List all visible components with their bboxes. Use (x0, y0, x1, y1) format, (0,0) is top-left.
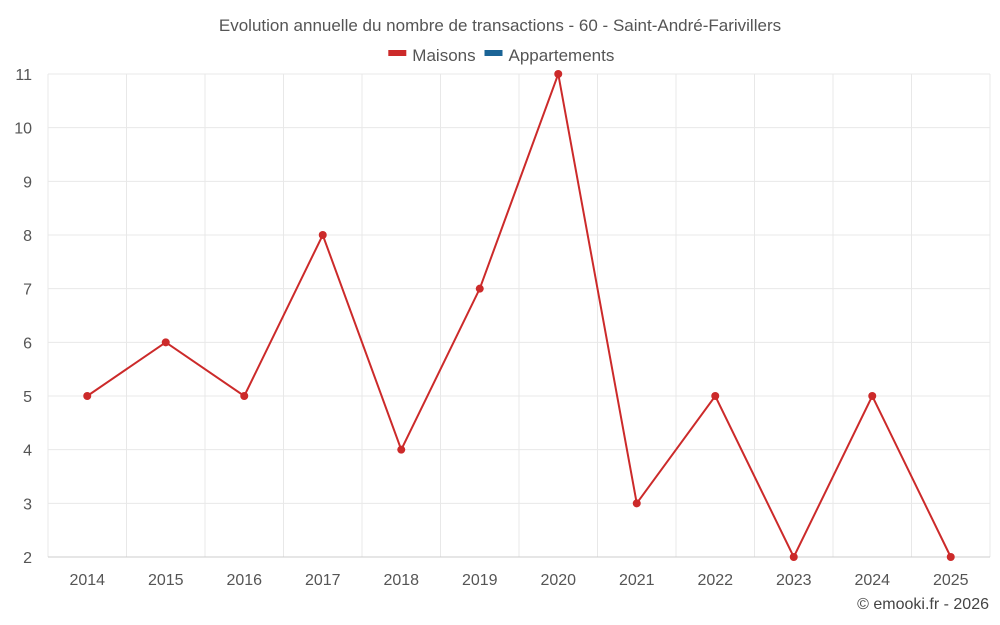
x-tick-label: 2019 (462, 572, 498, 589)
y-tick-label: 2 (23, 550, 32, 567)
x-axis-ticks: 2014 2015 2016 2017 2018 2019 2020 2021 2022 2023… (69, 572, 968, 589)
x-tick-label: 2017 (305, 572, 341, 589)
series-group (83, 70, 955, 561)
x-tick-label: 2014 (69, 572, 105, 589)
y-tick-label: 8 (23, 228, 32, 245)
x-tick-label: 2015 (148, 572, 184, 589)
data-point[interactable] (868, 392, 877, 400)
data-point[interactable] (240, 392, 249, 400)
data-point[interactable] (789, 553, 798, 561)
y-tick-label: 5 (23, 389, 32, 406)
data-point[interactable] (632, 499, 641, 508)
data-point[interactable] (318, 231, 327, 239)
data-point[interactable] (161, 338, 170, 347)
x-tick-label: 2021 (619, 572, 655, 589)
y-tick-label: 11 (15, 67, 32, 84)
x-gridlines (47, 74, 991, 557)
legend-label-appartements[interactable]: Appartements (509, 46, 615, 65)
data-point[interactable] (397, 445, 406, 454)
y-tick-label: 9 (23, 174, 32, 191)
legend-swatch-maisons (388, 50, 407, 56)
x-tick-label: 2016 (226, 572, 262, 589)
y-tick-label: 10 (14, 121, 32, 138)
y-tick-label: 3 (23, 496, 32, 513)
data-point[interactable] (554, 70, 563, 78)
x-tick-label: 2024 (854, 572, 890, 589)
data-point[interactable] (83, 392, 92, 400)
x-tick-label: 2025 (933, 572, 969, 589)
y-tick-label: 6 (23, 335, 32, 352)
data-point[interactable] (711, 392, 720, 400)
x-tick-label: 2022 (697, 572, 733, 589)
y-tick-label: 4 (23, 443, 32, 460)
series-line-maisons (86, 70, 952, 560)
legend-swatch-appartements (484, 50, 503, 56)
credit-text: © emooki.fr - 2026 (857, 596, 989, 613)
y-axis-ticks: 2 3 4 5 6 7 8 9 10 11 (14, 67, 32, 567)
legend: Maisons Appartements (388, 46, 614, 65)
x-tick-label: 2020 (540, 572, 576, 589)
y-tick-label: 7 (23, 282, 32, 299)
data-point[interactable] (475, 284, 484, 293)
x-tick-label: 2018 (383, 572, 419, 589)
x-tick-label: 2023 (776, 572, 812, 589)
chart-title: Evolution annuelle du nombre de transact… (219, 16, 781, 35)
data-point[interactable] (946, 553, 955, 561)
legend-label-maisons[interactable]: Maisons (412, 46, 475, 65)
